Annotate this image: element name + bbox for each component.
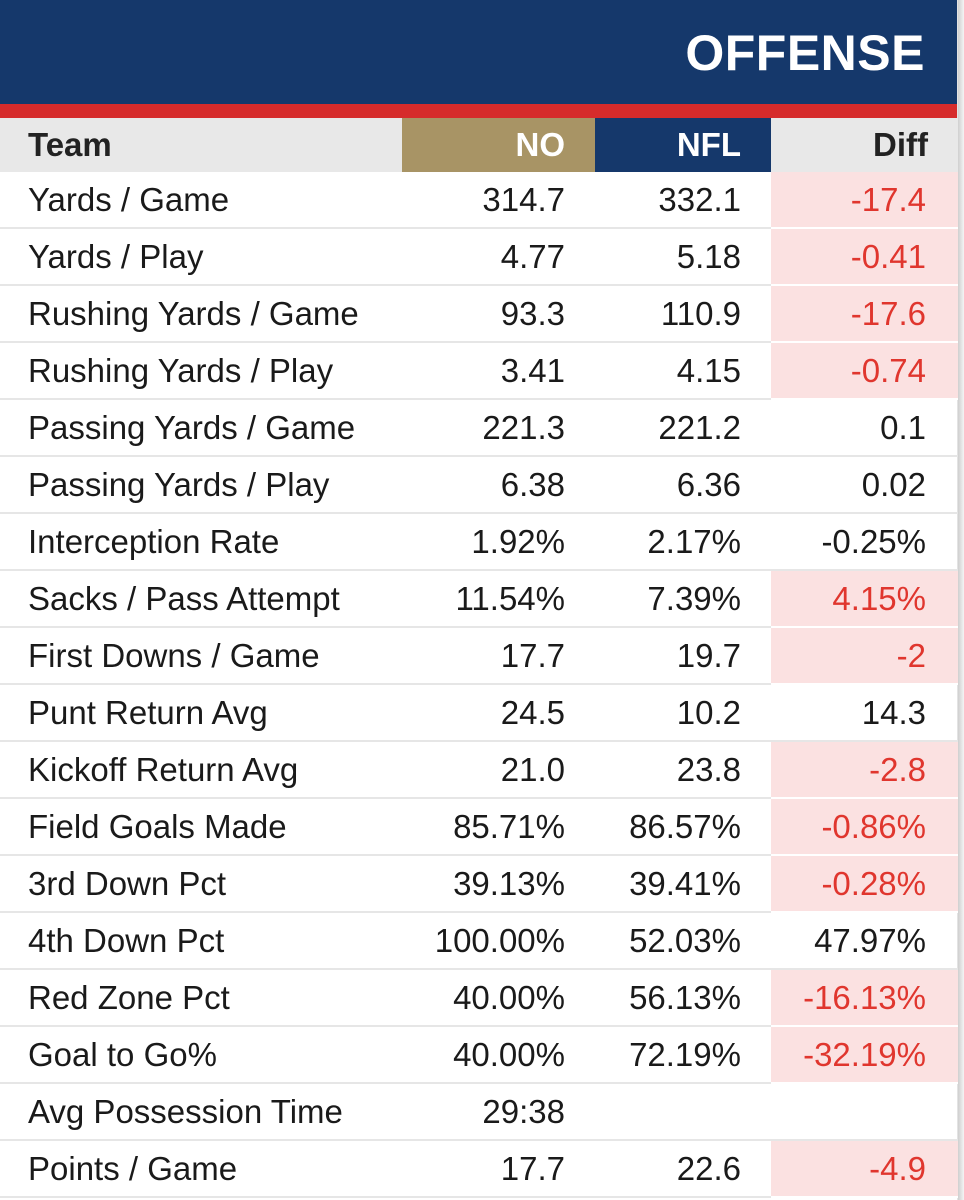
row-value-no: 85.71% [402,799,595,856]
row-label: Passing Yards / Game [0,400,402,457]
row-label: Rushing Yards / Play [0,343,402,400]
panel-shadow [958,0,964,1200]
row-value-diff: -0.28% [771,856,958,913]
panel-title: OFFENSE [685,25,925,81]
row-label: Kickoff Return Avg [0,742,402,799]
row-value-diff: 4.15% [771,571,958,628]
title-banner: OFFENSE [0,0,957,104]
column-header-no: NO [402,118,595,172]
row-value-nfl: 332.1 [595,172,771,229]
row-label: Yards / Game [0,172,402,229]
row-value-diff: -0.25% [771,514,958,571]
row-label: Avg Possession Time [0,1084,402,1141]
row-label: Sacks / Pass Attempt [0,571,402,628]
row-value-nfl: 22.6 [595,1141,771,1198]
row-value-nfl [595,1084,771,1141]
row-value-nfl: 221.2 [595,400,771,457]
row-value-no: 3.41 [402,343,595,400]
row-value-diff: -2.8 [771,742,958,799]
row-value-nfl: 110.9 [595,286,771,343]
row-value-no: 221.3 [402,400,595,457]
row-label: First Downs / Game [0,628,402,685]
row-value-no: 11.54% [402,571,595,628]
row-value-diff: -17.4 [771,172,958,229]
row-value-nfl: 52.03% [595,913,771,970]
row-label: Field Goals Made [0,799,402,856]
row-value-diff: -32.19% [771,1027,958,1084]
row-value-no: 40.00% [402,970,595,1027]
row-value-diff: 14.3 [771,685,958,742]
column-header-nfl: NFL [595,118,771,172]
row-value-no: 93.3 [402,286,595,343]
row-value-nfl: 39.41% [595,856,771,913]
row-value-no: 40.00% [402,1027,595,1084]
row-value-no: 314.7 [402,172,595,229]
row-label: Goal to Go% [0,1027,402,1084]
row-value-nfl: 2.17% [595,514,771,571]
row-value-nfl: 72.19% [595,1027,771,1084]
row-value-diff: -4.9 [771,1141,958,1198]
row-value-diff: -0.41 [771,229,958,286]
row-value-no: 29:38 [402,1084,595,1141]
row-label: 3rd Down Pct [0,856,402,913]
column-header-team: Team [0,118,402,172]
row-value-no: 17.7 [402,628,595,685]
row-value-diff [771,1084,958,1141]
row-value-nfl: 86.57% [595,799,771,856]
row-value-no: 24.5 [402,685,595,742]
row-value-no: 6.38 [402,457,595,514]
row-value-nfl: 7.39% [595,571,771,628]
row-label: 4th Down Pct [0,913,402,970]
row-label: Rushing Yards / Game [0,286,402,343]
row-value-nfl: 10.2 [595,685,771,742]
row-value-diff: 0.1 [771,400,958,457]
stats-table: Team NO NFL Diff Yards / Game 314.7 332.1-… [0,118,958,1198]
row-label: Yards / Play [0,229,402,286]
row-value-diff: -0.86% [771,799,958,856]
row-value-diff: 47.97% [771,913,958,970]
row-value-diff: -17.6 [771,286,958,343]
row-value-diff: -0.74 [771,343,958,400]
row-value-no: 21.0 [402,742,595,799]
row-value-no: 100.00% [402,913,595,970]
row-value-nfl: 23.8 [595,742,771,799]
row-label: Red Zone Pct [0,970,402,1027]
row-value-diff: 0.02 [771,457,958,514]
row-label: Passing Yards / Play [0,457,402,514]
row-value-diff: -2 [771,628,958,685]
column-header-diff: Diff [771,118,958,172]
row-value-nfl: 4.15 [595,343,771,400]
row-value-no: 17.7 [402,1141,595,1198]
row-value-nfl: 56.13% [595,970,771,1027]
row-value-no: 39.13% [402,856,595,913]
row-value-no: 1.92% [402,514,595,571]
row-value-nfl: 6.36 [595,457,771,514]
row-label: Punt Return Avg [0,685,402,742]
row-label: Points / Game [0,1141,402,1198]
accent-divider [0,104,957,118]
row-value-diff: -16.13% [771,970,958,1027]
row-value-nfl: 5.18 [595,229,771,286]
row-value-nfl: 19.7 [595,628,771,685]
row-value-no: 4.77 [402,229,595,286]
row-label: Interception Rate [0,514,402,571]
